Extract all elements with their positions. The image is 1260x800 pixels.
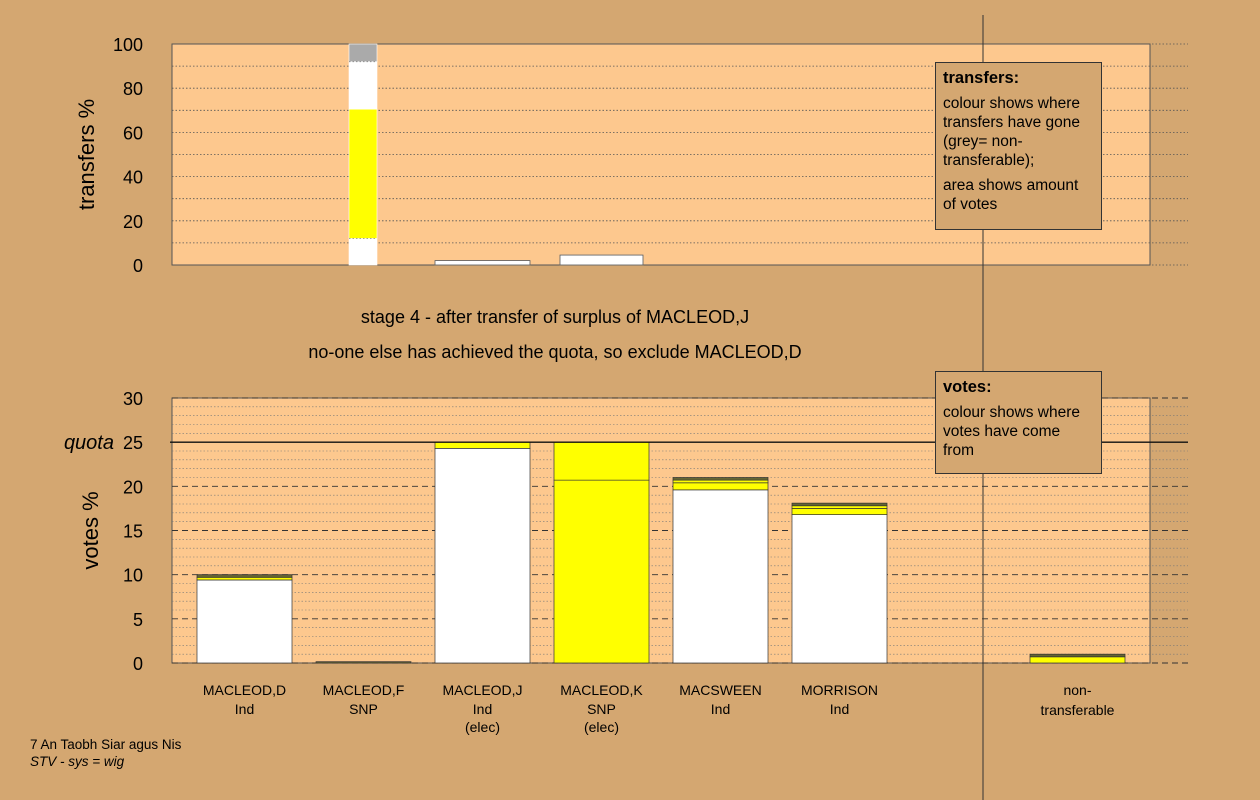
candidate-party-label: Ind — [235, 701, 254, 717]
candidate-party-label: SNP — [349, 701, 378, 717]
stage-line-2: no-one else has achieved the quota, so e… — [308, 342, 802, 362]
votes-bar-segment — [553, 479, 650, 664]
transfers-bar-outline — [559, 254, 644, 266]
votes-bar-segment — [196, 574, 293, 578]
votes-legend: votes: colour shows where votes have com… — [935, 371, 1102, 474]
transfers-tick-label: 80 — [123, 79, 143, 99]
votes-axis-label: votes % — [78, 491, 103, 569]
votes-tick-label: 25 — [123, 433, 143, 453]
votes-bar-segment — [1029, 653, 1126, 658]
votes-bar-segment — [434, 448, 531, 664]
votes-bar-segment — [791, 508, 888, 515]
votes-bar-segment — [672, 489, 769, 664]
nontransferable-label-line2: transferable — [1041, 702, 1115, 718]
candidate-name-label: MACSWEEN — [679, 682, 761, 698]
system-label: STV - sys = wig — [30, 754, 125, 769]
transfers-tick-label: 20 — [123, 212, 143, 232]
votes-tick-label: 5 — [133, 610, 143, 630]
transfers-bar-segment — [559, 254, 644, 266]
transfers-bar-outline — [434, 260, 531, 266]
candidate-party-label: SNP — [587, 701, 616, 717]
candidate-party-label: Ind — [711, 701, 730, 717]
transfers-bar-segment — [348, 43, 378, 62]
candidate-name-label: MACLEOD,J — [442, 682, 522, 698]
candidate-name-label: MACLEOD,K — [560, 682, 643, 698]
votes-bar-segment — [196, 579, 293, 664]
constituency-label: 7 An Taobh Siar agus Nis — [30, 737, 182, 752]
transfers-legend: transfers: colour shows where transfers … — [935, 62, 1102, 230]
candidate-party-label: Ind — [473, 701, 492, 717]
candidate-status-label: (elec) — [584, 719, 619, 735]
votes-bar-segment — [672, 477, 769, 481]
votes-tick-label: 30 — [123, 389, 143, 409]
candidate-name-label: MACLEOD,F — [323, 682, 405, 698]
votes-bar-segment — [672, 482, 769, 491]
transfers-axis-label: transfers % — [74, 99, 99, 210]
votes-bar-segment — [196, 576, 293, 581]
transfers-bar-segment — [348, 108, 378, 239]
transfers-legend-text-1: colour shows where transfers have gone (… — [943, 95, 1081, 169]
votes-bar-segment — [553, 441, 650, 481]
transfers-tick-label: 100 — [113, 35, 143, 55]
candidate-name-label: MORRISON — [801, 682, 878, 698]
votes-bar-segment — [791, 502, 888, 507]
transfers-bar-segment — [434, 260, 531, 266]
votes-legend-title: votes: — [943, 378, 992, 396]
transfers-legend-title: transfers: — [943, 69, 1020, 87]
votes-tick-label: 15 — [123, 522, 143, 542]
stage-line-1: stage 4 - after transfer of surplus of M… — [360, 307, 750, 327]
candidate-party-label: Ind — [830, 701, 849, 717]
votes-bar-segment — [315, 661, 412, 664]
votes-bar-segment — [434, 441, 531, 449]
quota-label: quota — [64, 432, 114, 454]
votes-bar-segment — [1029, 656, 1126, 664]
votes-tick-label: 0 — [133, 654, 143, 674]
votes-tick-label: 10 — [123, 566, 143, 586]
candidate-status-label: (elec) — [465, 719, 500, 735]
transfers-tick-label: 40 — [123, 168, 143, 188]
votes-bar-segment — [791, 514, 888, 664]
votes-bar-segment — [672, 479, 769, 484]
nontransferable-label-line1: non- — [1063, 682, 1091, 698]
transfers-tick-label: 0 — [133, 256, 143, 276]
transfers-legend-text-2: area shows amount of votes — [943, 177, 1079, 213]
candidate-name-label: MACLEOD,D — [203, 682, 286, 698]
votes-bar-segment — [791, 505, 888, 509]
transfers-bar-segment — [348, 238, 378, 266]
transfers-bar-segment — [348, 61, 378, 110]
votes-tick-label: 20 — [123, 477, 143, 497]
votes-legend-text-1: colour shows where votes have come from — [943, 404, 1080, 459]
transfers-tick-label: 60 — [123, 123, 143, 143]
